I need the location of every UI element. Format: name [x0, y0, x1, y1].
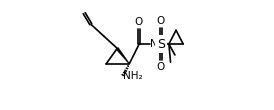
Text: S: S	[157, 38, 165, 50]
Text: O: O	[156, 16, 165, 26]
Polygon shape	[116, 48, 130, 64]
Text: NH₂: NH₂	[123, 72, 143, 81]
Text: O: O	[156, 62, 165, 72]
Text: O: O	[135, 17, 143, 27]
Text: NH: NH	[150, 39, 166, 49]
